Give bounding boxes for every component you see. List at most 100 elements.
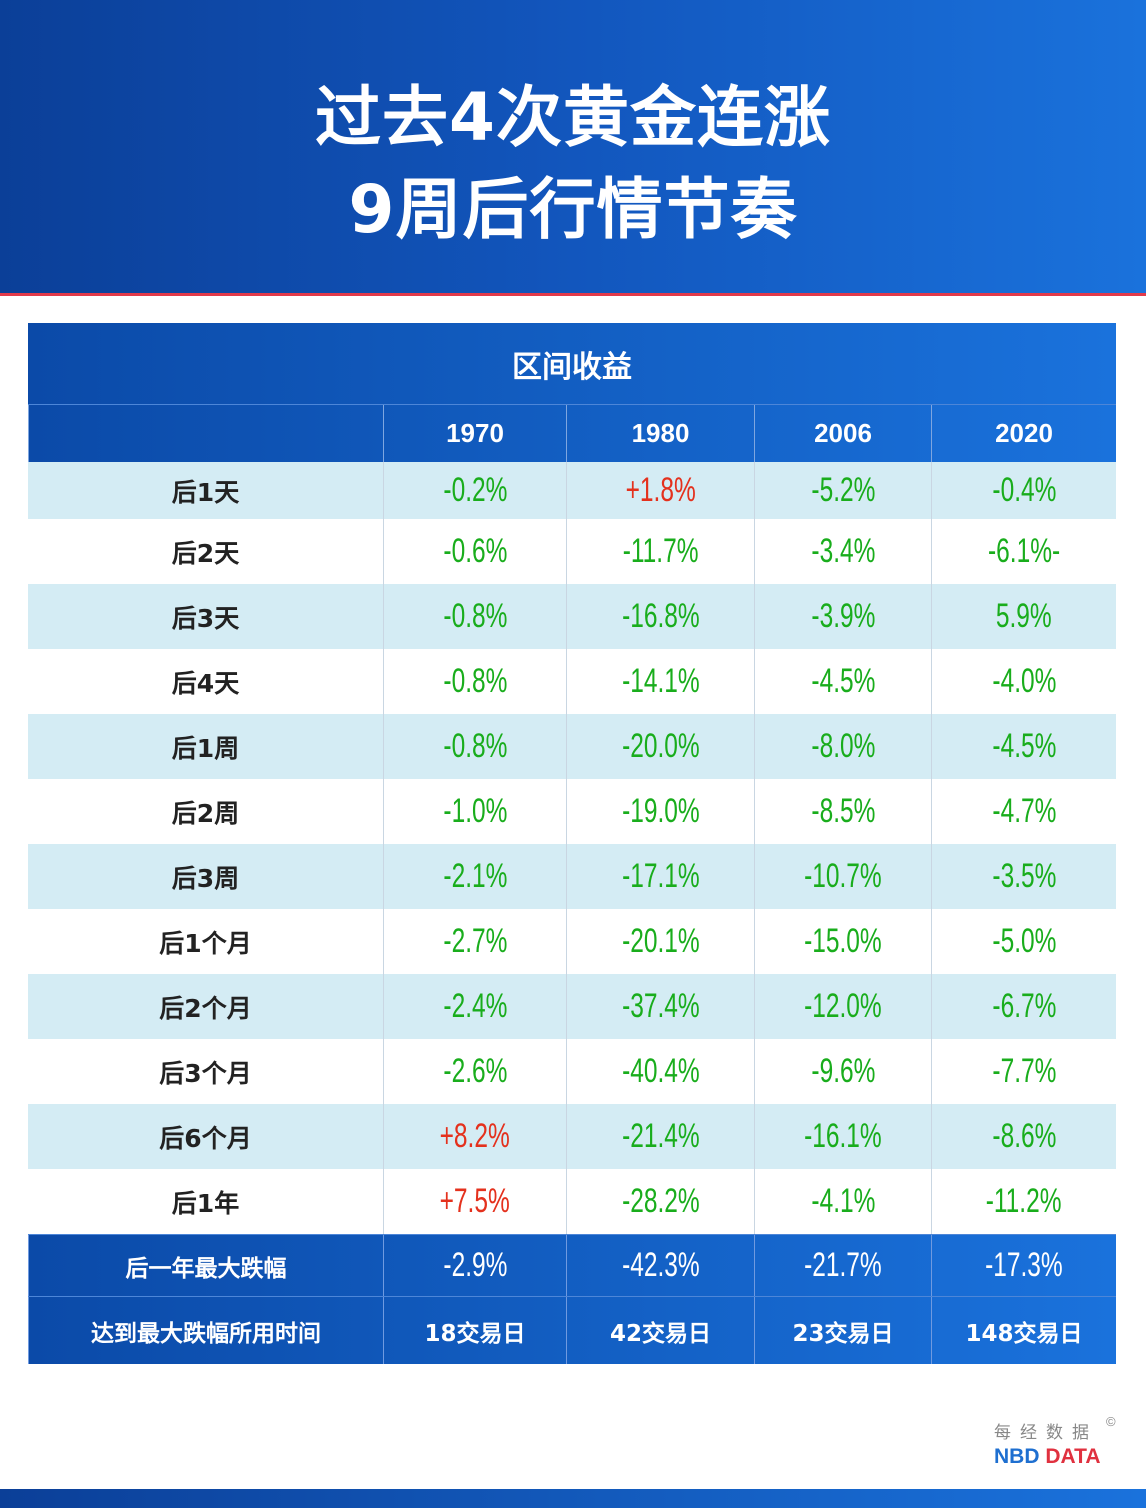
cell: -4.7% [931,779,1116,844]
table-row: 后3天 -0.8% -16.8% -3.9% 5.9% [28,584,1116,649]
cell: -8.0% [754,714,931,779]
page-title: 过去4次黄金连涨 9周后行情节奏 [0,72,1146,256]
cell: -4.5% [754,649,931,714]
cell: -28.2% [566,1169,754,1234]
cell: -11.2% [931,1169,1116,1234]
value: -10.7% [804,857,882,895]
cell: -4.1% [754,1169,931,1234]
cell: -2.6% [383,1039,566,1104]
value: +7.5% [439,1182,511,1220]
table-row: 后2个月 -2.4% -37.4% -12.0% -6.7% [28,974,1116,1039]
table-caption: 区间收益 [28,323,1116,405]
cell: -0.8% [383,584,566,649]
row-label: 后3周 [171,863,240,893]
cell: -2.4% [383,974,566,1039]
cell: -17.3% [931,1235,1116,1296]
value: -2.1% [443,857,507,895]
value: -16.1% [804,1117,882,1155]
bottom-bar [0,1489,1146,1508]
cell: -16.1% [754,1104,931,1169]
cell: +8.2% [383,1104,566,1169]
logo-nbd: NBD [994,1445,1040,1468]
value: -2.7% [443,922,507,960]
copyright-mark: © [1106,1414,1116,1429]
cell: 148交易日 [931,1297,1116,1364]
value: -21.4% [621,1117,700,1155]
value: -8.5% [811,792,875,830]
row-label: 后一年最大跌幅 [28,1235,383,1296]
table-row: 后6个月 +8.2% -21.4% -16.1% -8.6% [28,1104,1116,1169]
cell: -0.6% [383,519,566,584]
value: 5.9% [996,597,1052,635]
table-row: 后1年 +7.5% -28.2% -4.1% -11.2% [28,1169,1116,1234]
cell: -42.3% [566,1235,754,1296]
value: -4.5% [811,662,875,700]
value: -7.7% [992,1052,1056,1090]
row-label: 后1周 [171,733,240,763]
value: -3.4% [811,532,875,570]
nbd-data-logo: 每经数据 © NBD DATA [994,1414,1116,1469]
returns-table: 区间收益 1970 1980 2006 2020 后1天 -0.2% +1.8% -5… [28,323,1116,1364]
table-row: 后1天 -0.2% +1.8% -5.2% -0.4% [28,462,1116,519]
cell: -17.1% [566,844,754,909]
cell: -6.7% [931,974,1116,1039]
row-label: 后2个月 [159,993,252,1023]
value: -11.7% [622,532,699,570]
cell: -2.1% [383,844,566,909]
time-to-max-row: 达到最大跌幅所用时间 18交易日 42交易日 23交易日 148交易日 [28,1296,1116,1364]
value: -17.3% [985,1246,1063,1284]
cell: -2.9% [383,1235,566,1296]
cell: -37.4% [566,974,754,1039]
value: -15.0% [804,922,882,960]
value: +8.2% [439,1117,511,1155]
title-line-2: 9周后行情节奏 [348,171,798,248]
table-row: 后4天 -0.8% -14.1% -4.5% -4.0% [28,649,1116,714]
value: -1.0% [443,792,507,830]
value: -6.1%- [987,532,1061,570]
cell: -20.0% [566,714,754,779]
value: -4.0% [992,662,1056,700]
cell: -4.0% [931,649,1116,714]
value: -16.8% [621,597,700,635]
value: -4.1% [811,1182,875,1220]
cell: -12.0% [754,974,931,1039]
max-drawdown-row: 后一年最大跌幅 -2.9% -42.3% -21.7% -17.3% [28,1234,1116,1296]
row-label: 后2天 [171,538,240,568]
table-row: 后3个月 -2.6% -40.4% -9.6% -7.7% [28,1039,1116,1104]
cell: -7.7% [931,1039,1116,1104]
value: -11.2% [986,1182,1062,1220]
value: -12.0% [804,987,882,1025]
cell: -4.5% [931,714,1116,779]
header-cell-1970: 1970 [383,405,566,462]
logo-cn: 每经数据 [994,1423,1098,1443]
cell: -0.8% [383,649,566,714]
value: -4.5% [992,727,1056,765]
row-label: 后3天 [171,603,240,633]
value: -3.9% [811,597,875,635]
table-row: 后2天 -0.6% -11.7% -3.4% -6.1%- [28,519,1116,584]
header-cell-empty [28,405,383,462]
value: -5.0% [992,922,1056,960]
value: -20.0% [621,727,700,765]
value: -2.9% [443,1246,507,1284]
cell: -8.5% [754,779,931,844]
cell: 23交易日 [754,1297,931,1364]
cell: +1.8% [566,462,754,519]
value: -42.3% [621,1246,700,1284]
cell: -10.7% [754,844,931,909]
value: +1.8% [625,471,696,509]
value: -0.2% [443,471,507,509]
cell: -16.8% [566,584,754,649]
cell: -15.0% [754,909,931,974]
row-label: 后1个月 [159,928,252,958]
cell: -20.1% [566,909,754,974]
row-label: 后6个月 [159,1123,252,1153]
cell: +7.5% [383,1169,566,1234]
row-label: 后4天 [171,668,240,698]
cell: -40.4% [566,1039,754,1104]
cell: -14.1% [566,649,754,714]
value: -0.8% [443,662,507,700]
cell: 42交易日 [566,1297,754,1364]
table-header-row: 1970 1980 2006 2020 [28,405,1116,462]
value: -3.5% [992,857,1056,895]
